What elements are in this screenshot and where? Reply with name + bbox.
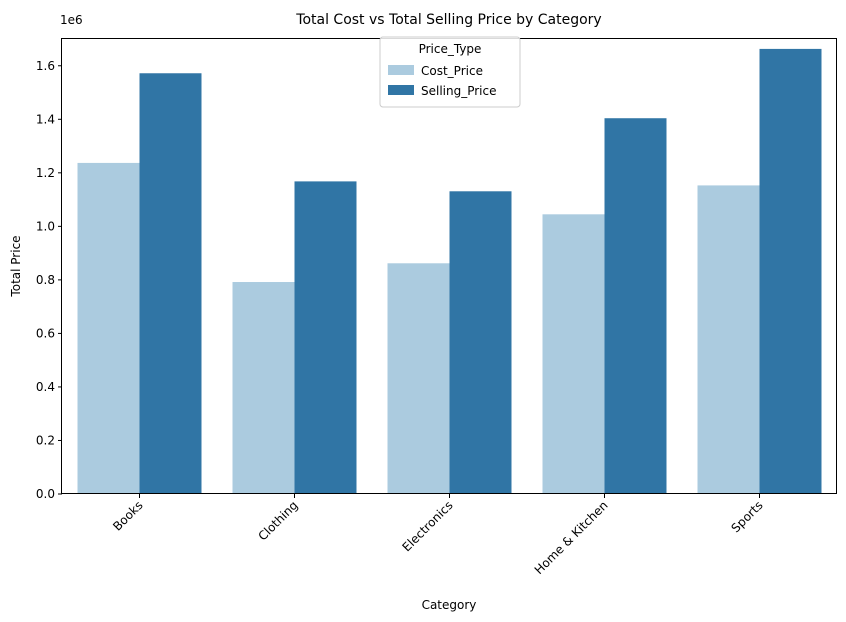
bar-cost-price-4 — [697, 185, 760, 494]
bar-cost-price-0 — [77, 162, 140, 494]
bar-selling-price-4 — [759, 48, 822, 494]
bar-selling-price-2 — [449, 191, 512, 494]
x-tick-label: Sports — [729, 498, 766, 535]
y-tick-label: 0.6 — [36, 326, 55, 340]
y-tick-label: 1.4 — [36, 112, 55, 126]
bar-selling-price-0 — [139, 73, 202, 495]
chart-title: Total Cost vs Total Selling Price by Cat… — [295, 12, 601, 28]
bar-cost-price-1 — [232, 282, 295, 494]
legend-label-selling-price: Selling_Price — [421, 84, 497, 98]
bar-cost-price-3 — [542, 214, 605, 494]
y-tick-label: 0.0 — [36, 487, 55, 501]
y-axis-label: Total Price — [9, 235, 23, 297]
x-axis-label: Category — [422, 598, 477, 612]
legend-label-cost-price: Cost_Price — [421, 64, 483, 78]
x-tick-label: Books — [110, 498, 145, 533]
bar-selling-price-1 — [294, 181, 357, 494]
x-ticks: Books Clothing Electronics Home & Kitchen Sp… — [110, 494, 766, 577]
legend-box — [379, 36, 521, 108]
y-tick-label: 0.4 — [36, 380, 55, 394]
y-tick-label: 1.0 — [36, 219, 55, 233]
legend-swatch-selling-price — [388, 85, 414, 95]
y-tick-label: 0.8 — [36, 273, 55, 287]
x-tick-label: Electronics — [399, 498, 455, 554]
y-tick-label: 1.2 — [36, 166, 55, 180]
bar-group — [77, 48, 822, 495]
y-tick-label: 0.2 — [36, 433, 55, 447]
legend: Price_Type Cost_Price Selling_Price — [379, 36, 521, 108]
legend-swatch-cost-price — [388, 65, 414, 75]
bar-selling-price-3 — [604, 118, 667, 495]
legend-title: Price_Type — [419, 42, 482, 56]
x-tick-label: Clothing — [255, 498, 300, 543]
x-tick-label: Home & Kitchen — [532, 498, 611, 577]
bar-cost-price-2 — [387, 263, 450, 494]
y-tick-label: 1.6 — [36, 59, 55, 73]
y-scale-label: 1e6 — [60, 13, 83, 27]
y-ticks: 0.0 0.2 0.4 0.6 0.8 1.0 1.2 1.4 1.6 — [36, 59, 62, 501]
